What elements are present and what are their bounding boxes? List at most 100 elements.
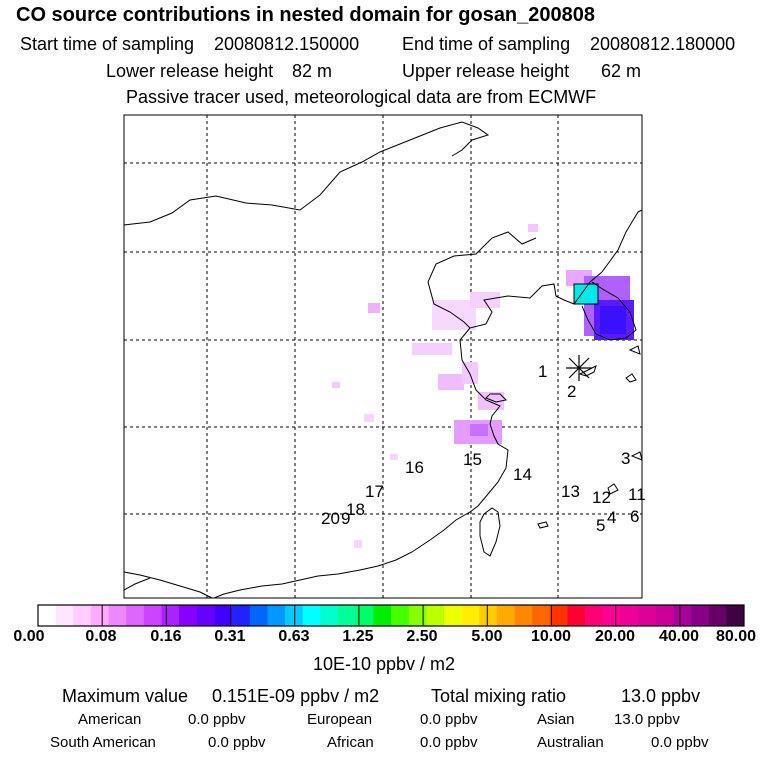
colorbar-swatch — [408, 605, 427, 626]
colorbar-swatch — [302, 605, 321, 626]
tracer-note: Passive tracer used, meteorological data… — [126, 87, 597, 107]
island — [537, 521, 549, 529]
station-label: 4 — [607, 508, 617, 527]
total-mixing-label: Total mixing ratio — [431, 686, 567, 706]
coastline-path — [581, 281, 637, 341]
border-line — [123, 121, 490, 226]
island — [607, 483, 619, 495]
colorbar-tick-label: 1.25 — [342, 628, 374, 645]
station-label: 20 — [321, 509, 340, 528]
colorbar-tick-label: 20.00 — [594, 628, 636, 645]
colorbar-swatch — [214, 605, 233, 626]
colorbar-swatch — [108, 605, 127, 626]
island — [628, 345, 641, 355]
plume-cell — [364, 414, 374, 422]
star-marker — [566, 355, 592, 381]
upper-height-value: 62 m — [601, 61, 642, 81]
station-label: 17 — [365, 482, 384, 501]
max-value: 0.151E-09 ppbv / m2 — [212, 686, 380, 706]
plume-cell — [354, 540, 362, 548]
colorbar-swatch — [249, 605, 268, 626]
upper-height-label: Upper release height — [402, 61, 570, 81]
border-line — [123, 577, 151, 591]
island — [625, 373, 637, 383]
end-time-label: End time of sampling — [402, 34, 571, 54]
station-label: 15 — [463, 450, 482, 469]
colorbar-swatch — [602, 605, 621, 626]
coastline-path — [213, 327, 509, 599]
station-label: 12 — [592, 488, 611, 507]
lat-lon-grid — [124, 115, 642, 598]
station-label: 1 — [538, 362, 548, 381]
station-label: 9 — [341, 509, 351, 528]
max-value-label: Maximum value — [62, 686, 189, 706]
colorbar-swatch — [285, 605, 304, 626]
colorbar-swatch — [549, 605, 568, 626]
plume-peak-cell — [573, 283, 599, 305]
region-value: 0.0 ppbv — [651, 734, 709, 751]
colorbar-swatch — [585, 605, 604, 626]
page-title: CO source contributions in nested domain… — [16, 4, 596, 26]
colorbar-tick-label: 40.00 — [658, 628, 700, 645]
region-name: Asian — [537, 711, 575, 728]
station-label: 5 — [596, 516, 606, 535]
coastline-path — [485, 393, 508, 403]
plume-cell — [478, 392, 504, 410]
plume-cell — [412, 343, 452, 355]
border-line — [123, 571, 213, 599]
colorbar-swatch — [443, 605, 462, 626]
colorbar-tick-label: 0.31 — [214, 628, 246, 645]
colorbar-tick-label: 80.00 — [715, 628, 757, 645]
region-value: 0.0 ppbv — [420, 711, 478, 728]
plume-cell — [470, 424, 488, 436]
plume-cell — [332, 382, 340, 388]
station-label: 13 — [561, 482, 580, 501]
station-label: 2 — [567, 382, 577, 401]
coastlines — [123, 121, 643, 599]
colorbar-tick-label: 0.00 — [13, 628, 45, 645]
island — [630, 451, 643, 461]
colorbar-swatch — [179, 605, 198, 626]
plume-cell — [600, 306, 626, 334]
colorbar-swatch — [638, 605, 657, 626]
colorbar-tick-label: 10.00 — [530, 628, 572, 645]
colorbar-swatch — [373, 605, 392, 626]
colorbar-swatch — [338, 605, 356, 626]
region-name: African — [327, 734, 374, 751]
end-time-value: 20080812.180000 — [590, 34, 736, 54]
taiwan-island — [479, 507, 501, 557]
plume-cell — [390, 454, 398, 460]
colorbar-swatch — [461, 605, 480, 626]
plume-cell — [368, 303, 380, 313]
colorbar-swatch — [55, 605, 74, 626]
colorbar-unit: 10E-10 ppbv / m2 — [312, 654, 456, 674]
region-name: American — [78, 711, 142, 728]
colorbar-swatch — [320, 605, 339, 626]
colorbar-swatch — [726, 605, 745, 626]
colorbar-tick-label: 2.50 — [406, 628, 438, 645]
colorbar-border — [37, 604, 745, 627]
region-name: Australian — [537, 734, 604, 751]
colorbar-swatch — [673, 605, 692, 626]
colorbar — [38, 605, 745, 626]
colorbar-swatch — [73, 605, 92, 626]
colorbar-swatch — [514, 605, 533, 626]
region-value: 0.0 ppbv — [420, 734, 478, 751]
colorbar-swatch — [232, 605, 251, 626]
colorbar-swatch — [143, 605, 162, 626]
station-label: 3 — [621, 449, 631, 468]
colorbar-swatch — [126, 605, 145, 626]
region-value: 0.0 ppbv — [188, 711, 246, 728]
coastline-path — [601, 209, 643, 273]
colorbar-swatch — [90, 605, 109, 626]
colorbar-swatch — [708, 605, 727, 626]
colorbar-tick-label: 0.16 — [150, 628, 182, 645]
station-label: 16 — [405, 458, 424, 477]
concentration-field — [332, 224, 634, 548]
colorbar-swatch — [38, 605, 56, 626]
colorbar-swatch — [196, 605, 215, 626]
colorbar-swatch — [620, 605, 639, 626]
colorbar-swatch — [391, 605, 409, 626]
plume-cell — [438, 374, 464, 390]
